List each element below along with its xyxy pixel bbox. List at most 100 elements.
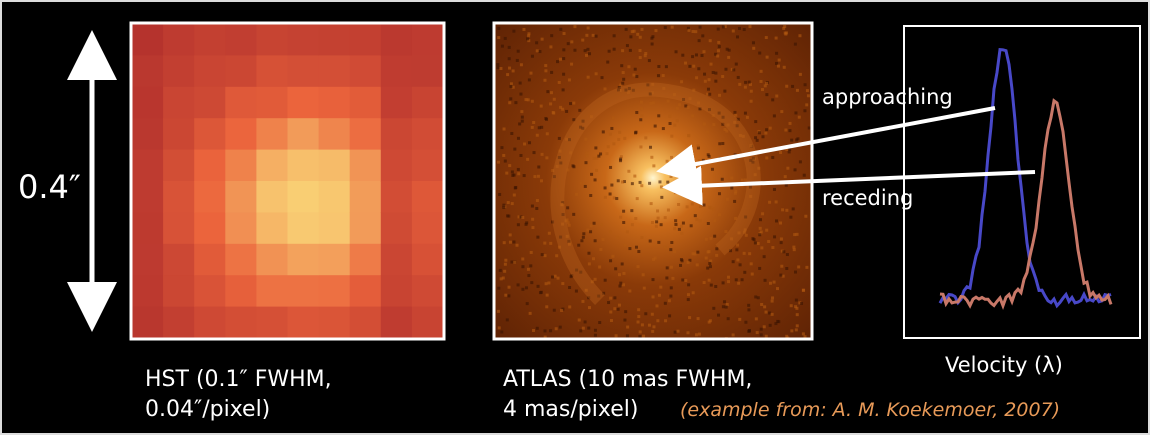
noise-dot xyxy=(556,60,559,63)
noise-dot xyxy=(575,193,578,196)
noise-dot xyxy=(619,216,622,219)
noise-dot xyxy=(768,201,771,204)
noise-dot xyxy=(507,215,510,218)
noise-dot xyxy=(536,327,539,330)
noise-dot xyxy=(500,146,503,149)
noise-dot xyxy=(670,175,673,178)
noise-dot xyxy=(586,151,589,154)
noise-dot xyxy=(508,46,511,49)
noise-dot xyxy=(512,30,515,33)
noise-dot xyxy=(712,71,715,74)
noise-dot xyxy=(584,185,587,188)
noise-dot xyxy=(699,205,702,208)
noise-dot xyxy=(763,255,766,258)
noise-dot xyxy=(536,199,539,202)
noise-dot xyxy=(775,37,778,40)
noise-dot xyxy=(694,196,697,199)
noise-dot xyxy=(628,247,631,250)
noise-dot xyxy=(658,294,661,297)
noise-dot xyxy=(637,250,640,253)
noise-dot xyxy=(549,329,552,332)
noise-dot xyxy=(715,247,718,250)
pixel xyxy=(225,150,257,182)
noise-dot xyxy=(656,209,659,212)
noise-dot xyxy=(624,244,627,247)
noise-dot xyxy=(514,186,517,189)
noise-dot xyxy=(658,180,661,183)
noise-dot xyxy=(671,277,674,280)
noise-dot xyxy=(655,220,658,223)
noise-dot xyxy=(790,304,793,307)
noise-dot xyxy=(584,49,587,52)
noise-dot xyxy=(582,232,585,235)
noise-dot xyxy=(531,55,534,58)
noise-dot xyxy=(538,50,541,53)
noise-dot xyxy=(675,50,678,53)
pixel xyxy=(412,181,444,213)
noise-dot xyxy=(664,246,667,249)
noise-dot xyxy=(780,110,783,113)
pixel xyxy=(412,24,444,56)
noise-dot xyxy=(517,172,520,175)
noise-dot xyxy=(733,200,736,203)
pixel xyxy=(163,275,195,307)
scale-label: 0.4″ xyxy=(18,168,81,206)
noise-dot xyxy=(759,227,762,230)
noise-dot xyxy=(662,74,665,77)
noise-dot xyxy=(780,237,783,240)
noise-dot xyxy=(708,262,711,265)
noise-dot xyxy=(688,153,691,156)
noise-dot xyxy=(712,123,715,126)
noise-dot xyxy=(526,158,529,161)
noise-dot xyxy=(595,169,598,172)
noise-dot xyxy=(617,308,620,311)
noise-dot xyxy=(558,137,561,140)
pixel xyxy=(381,118,413,150)
noise-dot xyxy=(636,265,639,268)
noise-dot xyxy=(747,304,750,307)
noise-dot xyxy=(709,237,712,240)
noise-dot xyxy=(666,266,669,269)
noise-dot xyxy=(654,29,657,32)
noise-dot xyxy=(804,215,807,218)
noise-dot xyxy=(688,316,691,319)
noise-dot xyxy=(701,34,704,37)
noise-dot xyxy=(779,274,782,277)
noise-dot xyxy=(594,278,597,281)
noise-dot xyxy=(692,65,695,68)
noise-dot xyxy=(710,284,713,287)
noise-dot xyxy=(744,86,747,89)
noise-dot xyxy=(764,132,767,135)
pixel xyxy=(194,87,226,119)
pixel xyxy=(194,212,226,244)
noise-dot xyxy=(649,102,652,105)
noise-dot xyxy=(744,321,747,324)
noise-dot xyxy=(754,241,757,244)
noise-dot xyxy=(545,156,548,159)
noise-dot xyxy=(791,85,794,88)
noise-dot xyxy=(496,66,499,69)
noise-dot xyxy=(765,156,768,159)
noise-dot xyxy=(553,309,556,312)
noise-dot xyxy=(562,57,565,60)
noise-dot xyxy=(513,194,516,197)
noise-dot xyxy=(771,300,774,303)
noise-dot xyxy=(677,203,680,206)
noise-dot xyxy=(695,333,698,336)
pixel xyxy=(288,150,320,182)
noise-dot xyxy=(594,329,597,332)
noise-dot xyxy=(502,154,505,157)
noise-dot xyxy=(692,291,695,294)
noise-dot xyxy=(570,63,573,66)
noise-dot xyxy=(609,166,612,169)
noise-dot xyxy=(497,161,500,164)
noise-dot xyxy=(697,317,700,320)
noise-dot xyxy=(659,286,662,289)
noise-dot xyxy=(784,129,787,132)
noise-dot xyxy=(695,218,698,221)
noise-dot xyxy=(585,154,588,157)
noise-dot xyxy=(674,223,677,226)
noise-dot xyxy=(506,73,509,76)
noise-dot xyxy=(585,54,588,57)
noise-dot xyxy=(736,244,739,247)
